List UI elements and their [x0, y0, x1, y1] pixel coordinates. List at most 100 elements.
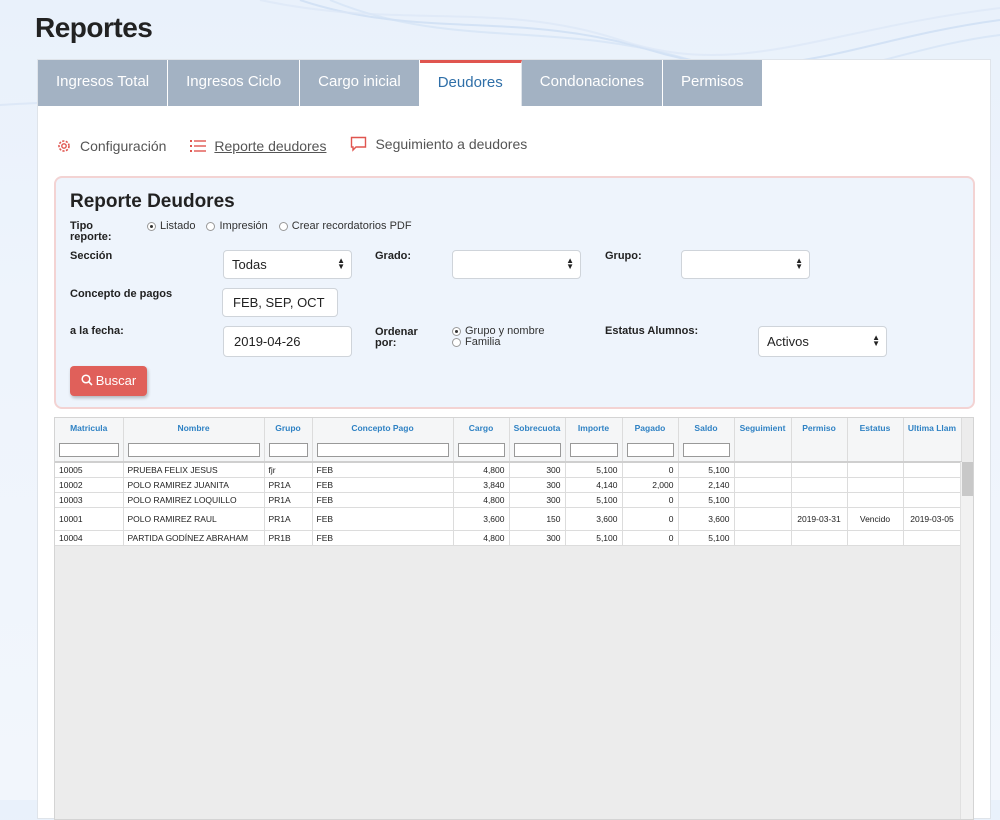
column-header[interactable]: Concepto Pago: [312, 418, 454, 438]
form-title: Reporte Deudores: [70, 191, 235, 212]
table-cell: 150: [509, 507, 566, 531]
table-cell: 5,100: [565, 462, 623, 478]
fecha-input[interactable]: 2019-04-26: [223, 326, 352, 357]
table-cell: [903, 477, 962, 493]
vertical-scrollbar[interactable]: [960, 462, 973, 819]
column-header[interactable]: Grupo: [264, 418, 313, 438]
select-arrows-icon: ▲ ▼: [566, 256, 574, 271]
table-row[interactable]: 10002 POLO RAMIREZ JUANITA PR1A FEB 3,840 300…: [55, 477, 962, 493]
column-header[interactable]: Seguimient: [734, 418, 792, 438]
radio-listado-label: Listado: [160, 220, 196, 232]
filter-cell: [264, 438, 313, 463]
estatus-label: Estatus Alumnos:: [605, 325, 699, 337]
column-header[interactable]: Pagado: [622, 418, 679, 438]
table-cell: 5,100: [678, 492, 735, 508]
table-row[interactable]: 10004 PARTIDA GODÍNEZ ABRAHAM PR1B FEB 4,800…: [55, 530, 962, 546]
radio-grupo-nombre-dot: [452, 327, 461, 336]
radio-impresion[interactable]: Impresión: [206, 220, 268, 232]
tab-permisos[interactable]: Permisos: [663, 60, 763, 106]
seccion-label: Sección: [70, 250, 113, 262]
subnav-configuracion[interactable]: Configuración: [56, 138, 166, 154]
tab-condonaciones[interactable]: Condonaciones: [521, 60, 664, 106]
column-filter-input[interactable]: [268, 442, 308, 457]
concepto-dropdown[interactable]: FEB, SEP, OCT: [222, 288, 338, 333]
seccion-value: Todas: [232, 257, 267, 272]
filter-cell: [509, 438, 566, 463]
estatus-select[interactable]: Activos ▲ ▼: [758, 326, 887, 357]
concepto-value: FEB, SEP, OCT: [233, 295, 325, 310]
buscar-button[interactable]: Buscar: [70, 366, 147, 396]
column-header[interactable]: Importe: [565, 418, 623, 438]
column-header[interactable]: Estatus: [847, 418, 904, 438]
radio-listado-dot: [147, 221, 156, 231]
radio-recordatorios[interactable]: Crear recordatorios PDF: [278, 220, 412, 232]
table-cell: POLO RAMIREZ RAUL: [123, 507, 265, 531]
table-row[interactable]: 10003 POLO RAMIREZ LOQUILLO PR1A FEB 4,800 30…: [55, 492, 962, 508]
filter-cell: [565, 438, 623, 463]
grupo-select[interactable]: ▲ ▼: [681, 250, 810, 279]
filter-cell: [678, 438, 735, 463]
table-cell: POLO RAMIREZ JUANITA: [123, 477, 265, 493]
buscar-label: Buscar: [95, 373, 137, 388]
scrollbar-thumb[interactable]: [962, 462, 973, 496]
deudores-table: Matricula Nombre Grupo Concepto Pago Cargo So…: [55, 418, 962, 546]
table-cell: FEB: [312, 530, 454, 546]
subnav-reporte-deudores[interactable]: Reporte deudores: [190, 138, 326, 154]
tab-ingresos-total[interactable]: Ingresos Total: [38, 60, 169, 106]
table-cell: 2,140: [678, 477, 735, 493]
column-header[interactable]: Cargo: [453, 418, 510, 438]
filter-cell: [453, 438, 510, 463]
tipo-reporte-options: Listado Impresión Crear recordatorios PD…: [147, 220, 423, 232]
column-filter-input[interactable]: [457, 442, 505, 457]
tab-ingresos-ciclo[interactable]: Ingresos Ciclo: [168, 60, 301, 106]
table-cell: 0: [622, 492, 679, 508]
table-cell: [847, 492, 904, 508]
table-cell: [847, 530, 904, 546]
table-cell: fjr: [264, 462, 313, 478]
column-header[interactable]: Permiso: [791, 418, 848, 438]
table-cell: Vencido: [847, 507, 904, 531]
table-body: 10005 PRUEBA FELIX JESUS fjr FEB 4,800 300 5,1…: [55, 462, 962, 546]
column-filter-input[interactable]: [682, 442, 730, 457]
filter-cell: [791, 438, 848, 463]
table-cell: 5,100: [565, 530, 623, 546]
column-filter-input[interactable]: [513, 442, 561, 457]
column-header[interactable]: Ultima Llam: [903, 418, 962, 438]
table-cell: FEB: [312, 507, 454, 531]
ordenar-label: Ordenar por:: [375, 326, 418, 349]
report-tabs: Ingresos Total Ingresos Ciclo Cargo inic…: [38, 60, 763, 106]
radio-recordatorios-dot: [278, 221, 288, 231]
column-header[interactable]: Sobrecuota: [509, 418, 566, 438]
seccion-select[interactable]: Todas ▲ ▼: [223, 250, 352, 279]
table-row[interactable]: 10005 PRUEBA FELIX JESUS fjr FEB 4,800 300 5,1…: [55, 462, 962, 478]
column-header[interactable]: Matricula: [55, 418, 124, 438]
column-filter-input[interactable]: [127, 442, 260, 457]
radio-listado[interactable]: Listado: [147, 220, 195, 232]
column-filter-input[interactable]: [59, 442, 119, 457]
column-header[interactable]: Nombre: [123, 418, 265, 438]
column-filter-input[interactable]: [316, 442, 449, 457]
subnav-seguimiento[interactable]: Seguimiento a deudores: [350, 134, 527, 154]
report-form: Reporte Deudores Tipo reporte: Listado I…: [54, 176, 975, 409]
radio-familia-label: Familia: [465, 336, 501, 348]
tab-cargo-inicial[interactable]: Cargo inicial: [300, 60, 420, 106]
column-header[interactable]: Saldo: [678, 418, 735, 438]
radio-familia[interactable]: Familia: [452, 337, 500, 348]
table-cell: FEB: [312, 477, 454, 493]
concepto-label: Concepto de pagos: [70, 288, 173, 300]
table-cell: [847, 477, 904, 493]
filter-cell: [734, 438, 792, 463]
tab-deudores[interactable]: Deudores: [419, 60, 522, 106]
list-icon: [190, 140, 207, 152]
column-filter-input[interactable]: [569, 442, 618, 457]
table-cell: 300: [509, 530, 566, 546]
table-cell: PR1A: [264, 477, 313, 493]
radio-grupo-nombre-label: Grupo y nombre: [465, 325, 545, 337]
column-filter-input[interactable]: [626, 442, 674, 457]
table-cell: [734, 492, 792, 508]
table-row[interactable]: 10001 POLO RAMIREZ RAUL PR1A FEB 3,600 150 3,6…: [55, 507, 962, 531]
grado-select[interactable]: ▲ ▼: [452, 250, 581, 279]
radio-grupo-nombre[interactable]: Grupo y nombre: [452, 326, 544, 337]
radio-impresion-dot: [206, 221, 216, 231]
filter-cell: [903, 438, 962, 463]
